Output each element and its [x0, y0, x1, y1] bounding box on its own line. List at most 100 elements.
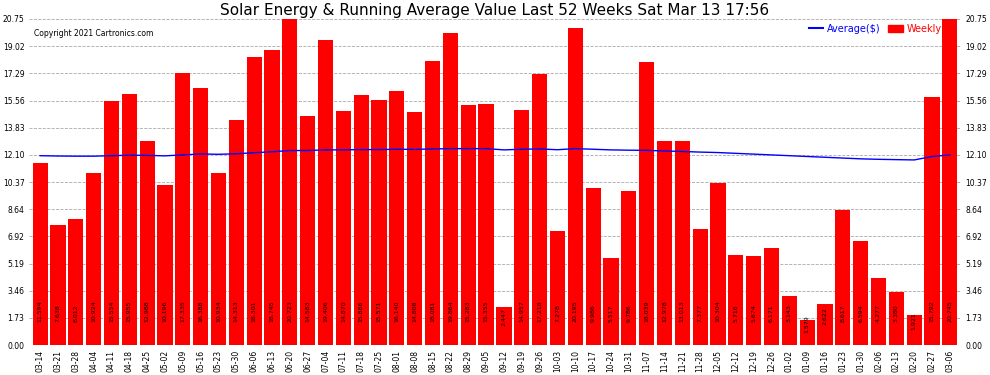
- Bar: [836, 210, 850, 345]
- Text: 14.313: 14.313: [234, 300, 239, 321]
- Text: 7.377: 7.377: [698, 303, 703, 321]
- Text: 5.716: 5.716: [734, 304, 739, 321]
- Bar: [460, 105, 476, 345]
- Bar: [567, 28, 583, 345]
- Text: 11.594: 11.594: [38, 300, 43, 321]
- Text: 3.380: 3.380: [894, 304, 899, 321]
- Bar: [478, 104, 494, 345]
- Text: Copyright 2021 Cartronics.com: Copyright 2021 Cartronics.com: [34, 29, 153, 38]
- Text: 9.786: 9.786: [627, 304, 632, 321]
- Bar: [211, 173, 226, 345]
- Bar: [782, 296, 797, 345]
- Text: 2.447: 2.447: [501, 308, 507, 326]
- Bar: [389, 92, 405, 345]
- Text: 15.283: 15.283: [465, 300, 470, 321]
- Bar: [86, 173, 101, 345]
- Text: 18.081: 18.081: [430, 300, 435, 321]
- Bar: [50, 225, 65, 345]
- Text: 8.012: 8.012: [73, 304, 78, 321]
- Bar: [336, 111, 350, 345]
- Text: 15.554: 15.554: [109, 300, 114, 321]
- Text: 15.886: 15.886: [358, 300, 363, 321]
- Bar: [729, 255, 743, 345]
- Bar: [175, 73, 190, 345]
- Bar: [104, 100, 119, 345]
- Bar: [853, 242, 868, 345]
- Text: 6.171: 6.171: [769, 304, 774, 321]
- Bar: [585, 188, 601, 345]
- Text: 14.870: 14.870: [341, 300, 346, 321]
- Text: 20.723: 20.723: [287, 300, 292, 321]
- Text: 9.986: 9.986: [591, 304, 596, 321]
- Bar: [925, 97, 940, 345]
- Text: 4.277: 4.277: [876, 303, 881, 321]
- Bar: [800, 320, 815, 345]
- Bar: [603, 258, 619, 345]
- Text: 14.957: 14.957: [520, 300, 525, 321]
- Bar: [640, 62, 654, 345]
- Text: 15.571: 15.571: [376, 300, 381, 321]
- Text: 10.934: 10.934: [216, 300, 221, 321]
- Bar: [353, 95, 369, 345]
- Text: 5.517: 5.517: [609, 304, 614, 321]
- Text: 17.335: 17.335: [180, 300, 185, 321]
- Bar: [675, 141, 690, 345]
- Text: 14.583: 14.583: [305, 300, 310, 321]
- Bar: [122, 94, 137, 345]
- Bar: [871, 278, 886, 345]
- Text: 18.745: 18.745: [269, 300, 274, 321]
- Text: 18.039: 18.039: [644, 300, 649, 321]
- Text: 5.674: 5.674: [751, 304, 756, 321]
- Bar: [764, 248, 779, 345]
- Text: 18.301: 18.301: [251, 300, 256, 321]
- Text: 6.594: 6.594: [858, 304, 863, 321]
- Bar: [140, 141, 154, 345]
- Text: 15.355: 15.355: [483, 300, 489, 321]
- Text: 10.304: 10.304: [716, 300, 721, 321]
- Text: 15.955: 15.955: [127, 300, 132, 321]
- Bar: [282, 20, 297, 345]
- Text: 12.978: 12.978: [662, 300, 667, 321]
- Text: 7.278: 7.278: [555, 304, 560, 321]
- Bar: [247, 57, 261, 345]
- Text: 10.196: 10.196: [162, 300, 167, 321]
- Bar: [818, 304, 833, 345]
- Text: 13.013: 13.013: [680, 300, 685, 321]
- Text: 14.808: 14.808: [412, 300, 417, 321]
- Bar: [496, 307, 512, 345]
- Bar: [889, 292, 904, 345]
- Bar: [33, 163, 48, 345]
- Text: 1.921: 1.921: [912, 312, 917, 330]
- Bar: [443, 33, 458, 345]
- Title: Solar Energy & Running Average Value Last 52 Weeks Sat Mar 13 17:56: Solar Energy & Running Average Value Las…: [221, 3, 769, 18]
- Text: 8.617: 8.617: [841, 304, 845, 321]
- Text: 10.924: 10.924: [91, 300, 96, 321]
- Bar: [425, 61, 441, 345]
- Bar: [711, 183, 726, 345]
- Bar: [193, 87, 208, 345]
- Bar: [229, 120, 244, 345]
- Bar: [942, 19, 957, 345]
- Bar: [532, 75, 547, 345]
- Bar: [264, 51, 279, 345]
- Bar: [621, 191, 637, 345]
- Text: 16.388: 16.388: [198, 300, 203, 321]
- Text: 12.988: 12.988: [145, 300, 149, 321]
- Text: 19.406: 19.406: [323, 300, 328, 321]
- Bar: [371, 100, 387, 345]
- Bar: [514, 110, 530, 345]
- Text: 1.579: 1.579: [805, 315, 810, 333]
- Bar: [657, 141, 672, 345]
- Text: 7.638: 7.638: [55, 304, 60, 321]
- Bar: [549, 231, 565, 345]
- Bar: [907, 315, 922, 345]
- Text: 3.143: 3.143: [787, 304, 792, 321]
- Bar: [68, 219, 83, 345]
- Bar: [693, 229, 708, 345]
- Bar: [318, 40, 333, 345]
- Legend: Average($), Weekly($): Average($), Weekly($): [809, 24, 955, 34]
- Text: 17.218: 17.218: [538, 300, 543, 321]
- Bar: [407, 112, 423, 345]
- Text: 16.140: 16.140: [394, 300, 399, 321]
- Bar: [300, 116, 315, 345]
